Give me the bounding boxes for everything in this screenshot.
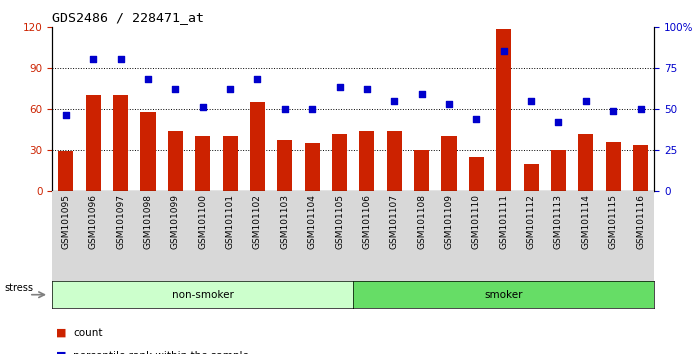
Bar (414, 150, 429, 191)
Point (225, 86, 236, 92)
Text: GSM101095: GSM101095 (61, 194, 70, 249)
Text: GSM101115: GSM101115 (609, 194, 617, 249)
Text: GSM101103: GSM101103 (280, 194, 290, 249)
Text: GSM101096: GSM101096 (89, 194, 97, 249)
Bar (332, 133, 347, 191)
Point (470, 116, 482, 121)
Bar (250, 102, 265, 191)
Text: count: count (73, 328, 102, 338)
Text: GSM101100: GSM101100 (198, 194, 207, 249)
Text: GSM101109: GSM101109 (445, 194, 454, 249)
Text: GSM101105: GSM101105 (335, 194, 344, 249)
Point (170, 86, 181, 92)
Bar (578, 133, 594, 191)
Text: GSM101108: GSM101108 (417, 194, 426, 249)
Point (608, 108, 619, 113)
Text: GSM101113: GSM101113 (554, 194, 563, 249)
Bar (523, 164, 539, 191)
Text: GDS2486 / 228471_at: GDS2486 / 228471_at (52, 11, 204, 24)
Text: GSM101101: GSM101101 (226, 194, 235, 249)
Point (143, 76, 154, 82)
Text: ■: ■ (56, 351, 66, 354)
Bar (469, 157, 484, 191)
Bar (168, 131, 183, 191)
Bar (86, 95, 101, 191)
Point (334, 85, 345, 90)
Bar (387, 131, 402, 191)
Text: GSM101116: GSM101116 (636, 194, 645, 249)
Bar (551, 150, 566, 191)
Point (307, 106, 318, 112)
Text: GSM101099: GSM101099 (171, 194, 180, 249)
Bar (223, 136, 237, 191)
Point (525, 98, 537, 103)
Point (580, 98, 592, 103)
Point (388, 98, 400, 103)
Point (443, 101, 454, 107)
Bar (359, 131, 374, 191)
Text: GSM101114: GSM101114 (581, 194, 590, 249)
Text: ■: ■ (56, 328, 66, 338)
Text: GSM101107: GSM101107 (390, 194, 399, 249)
Text: GSM101104: GSM101104 (308, 194, 317, 249)
Text: GSM101106: GSM101106 (363, 194, 372, 249)
Text: GSM101102: GSM101102 (253, 194, 262, 249)
Text: GSM101097: GSM101097 (116, 194, 125, 249)
Point (553, 119, 564, 125)
Point (635, 106, 646, 112)
Bar (305, 143, 319, 191)
Point (361, 86, 372, 92)
Bar (277, 141, 292, 191)
Point (279, 106, 290, 112)
Bar (496, 29, 512, 191)
Text: GSM101111: GSM101111 (499, 194, 508, 249)
Bar (141, 112, 155, 191)
Point (252, 76, 263, 82)
Bar (58, 152, 73, 191)
Bar (606, 142, 621, 191)
Point (416, 91, 427, 97)
Text: stress: stress (5, 283, 34, 293)
Text: non-smoker: non-smoker (172, 290, 234, 300)
Point (115, 57, 126, 62)
Point (197, 104, 208, 110)
Bar (441, 136, 457, 191)
Text: GSM101110: GSM101110 (472, 194, 481, 249)
Point (498, 48, 509, 54)
Point (61, 113, 72, 118)
Text: smoker: smoker (484, 290, 523, 300)
Point (88, 57, 99, 62)
Text: GSM101112: GSM101112 (527, 194, 536, 249)
Bar (195, 136, 210, 191)
Bar (113, 95, 128, 191)
Bar (633, 144, 648, 191)
Text: GSM101098: GSM101098 (143, 194, 152, 249)
Text: percentile rank within the sample: percentile rank within the sample (73, 351, 249, 354)
